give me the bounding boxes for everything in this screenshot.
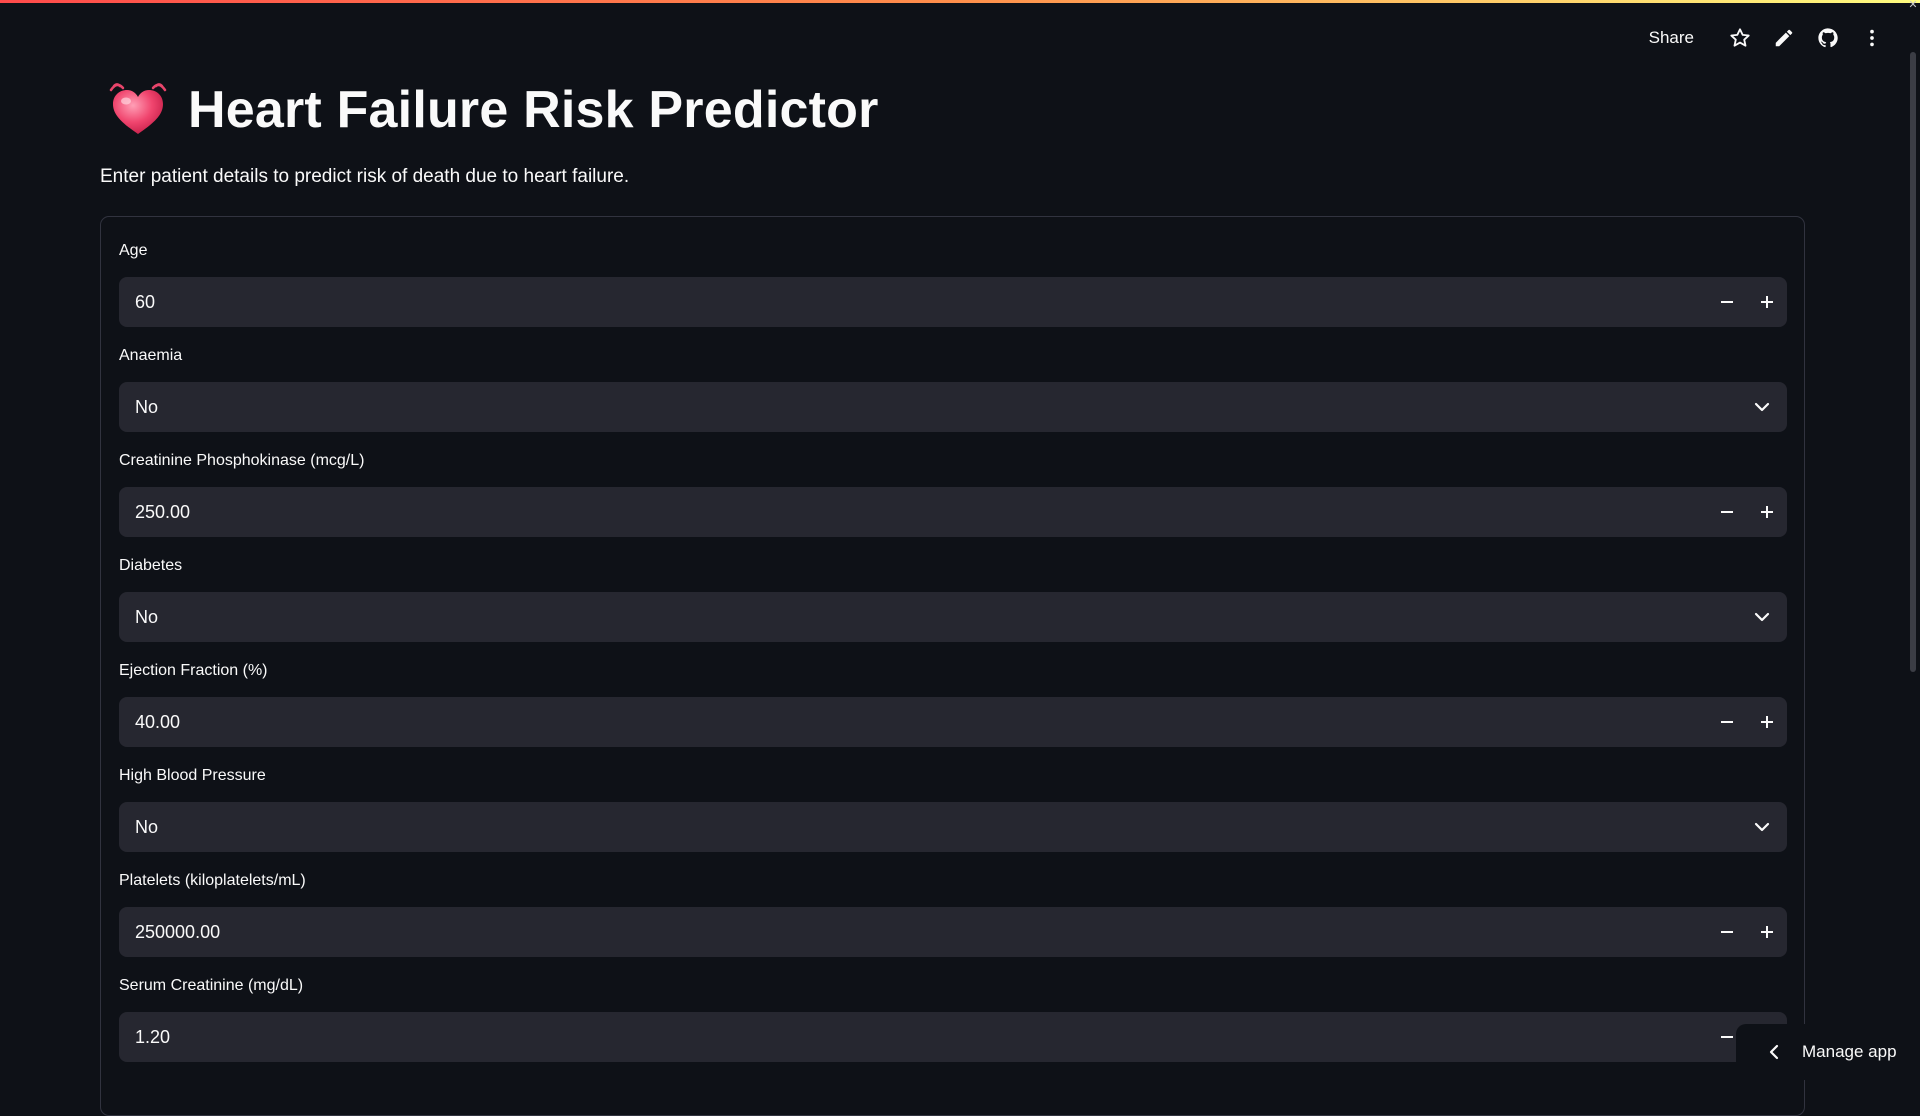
field-value[interactable]: 1.20 (119, 1027, 1707, 1048)
decrement-button[interactable] (1707, 697, 1747, 747)
field-label: Creatinine Phosphokinase (mcg/L) (119, 450, 1787, 472)
field-label: Diabetes (119, 555, 1787, 577)
pencil-icon[interactable] (1773, 27, 1795, 49)
platelets-input[interactable]: 250000.00 (119, 907, 1787, 957)
manage-app-label: Manage app (1802, 1042, 1897, 1062)
field-value[interactable]: 250000.00 (119, 922, 1707, 943)
decrement-button[interactable] (1707, 487, 1747, 537)
serum-creatinine-field: Serum Creatinine (mg/dL) 1.20 (119, 975, 1787, 1062)
share-button[interactable]: Share (1649, 28, 1694, 48)
field-label: Anaemia (119, 345, 1787, 367)
anaemia-field: Anaemia No (119, 345, 1787, 432)
chevron-down-icon[interactable] (1737, 592, 1787, 642)
field-value[interactable]: 60 (119, 292, 1707, 313)
ejection-fraction-field: Ejection Fraction (%) 40.00 (119, 660, 1787, 747)
chevron-down-icon[interactable] (1737, 802, 1787, 852)
creatinine-phosphokinase-input[interactable]: 250.00 (119, 487, 1787, 537)
field-label: Age (119, 240, 1787, 262)
page-title: Heart Failure Risk Predictor (188, 80, 879, 140)
selected-value[interactable]: No (119, 607, 1737, 628)
field-value[interactable]: 40.00 (119, 712, 1707, 733)
platelets-field: Platelets (kiloplatelets/mL) 250000.00 (119, 870, 1787, 957)
ejection-fraction-input[interactable]: 40.00 (119, 697, 1787, 747)
heart-beating-icon (108, 80, 168, 140)
page-subtitle: Enter patient details to predict risk of… (100, 166, 629, 188)
anaemia-select[interactable]: No (119, 382, 1787, 432)
more-vertical-icon[interactable] (1861, 27, 1883, 49)
increment-button[interactable] (1747, 487, 1787, 537)
scrollbar[interactable] (1910, 52, 1916, 672)
app-toolbar: Share (1649, 24, 1894, 52)
age-input[interactable]: 60 (119, 277, 1787, 327)
increment-button[interactable] (1747, 277, 1787, 327)
github-icon[interactable] (1817, 27, 1839, 49)
close-icon: ✕ (1908, 0, 1918, 10)
serum-creatinine-input[interactable]: 1.20 (119, 1012, 1787, 1062)
diabetes-select[interactable]: No (119, 592, 1787, 642)
star-icon[interactable] (1729, 27, 1751, 49)
decrement-button[interactable] (1707, 907, 1747, 957)
top-decoration-bar (0, 0, 1920, 3)
chevron-down-icon[interactable] (1737, 382, 1787, 432)
field-label: Platelets (kiloplatelets/mL) (119, 870, 1787, 892)
age-field: Age 60 (119, 240, 1787, 327)
field-value[interactable]: 250.00 (119, 502, 1707, 523)
creatinine-phosphokinase-field: Creatinine Phosphokinase (mcg/L) 250.00 (119, 450, 1787, 537)
selected-value[interactable]: No (119, 397, 1737, 418)
field-label: Ejection Fraction (%) (119, 660, 1787, 682)
field-label: High Blood Pressure (119, 765, 1787, 787)
selected-value[interactable]: No (119, 817, 1737, 838)
manage-app-button[interactable]: Manage app (1736, 1024, 1920, 1080)
high-blood-pressure-select[interactable]: No (119, 802, 1787, 852)
chevron-left-icon (1764, 1042, 1784, 1062)
decrement-button[interactable] (1707, 277, 1747, 327)
page-header: Heart Failure Risk Predictor (108, 80, 879, 140)
increment-button[interactable] (1747, 697, 1787, 747)
diabetes-field: Diabetes No (119, 555, 1787, 642)
high-blood-pressure-field: High Blood Pressure No (119, 765, 1787, 852)
field-label: Serum Creatinine (mg/dL) (119, 975, 1787, 997)
increment-button[interactable] (1747, 907, 1787, 957)
